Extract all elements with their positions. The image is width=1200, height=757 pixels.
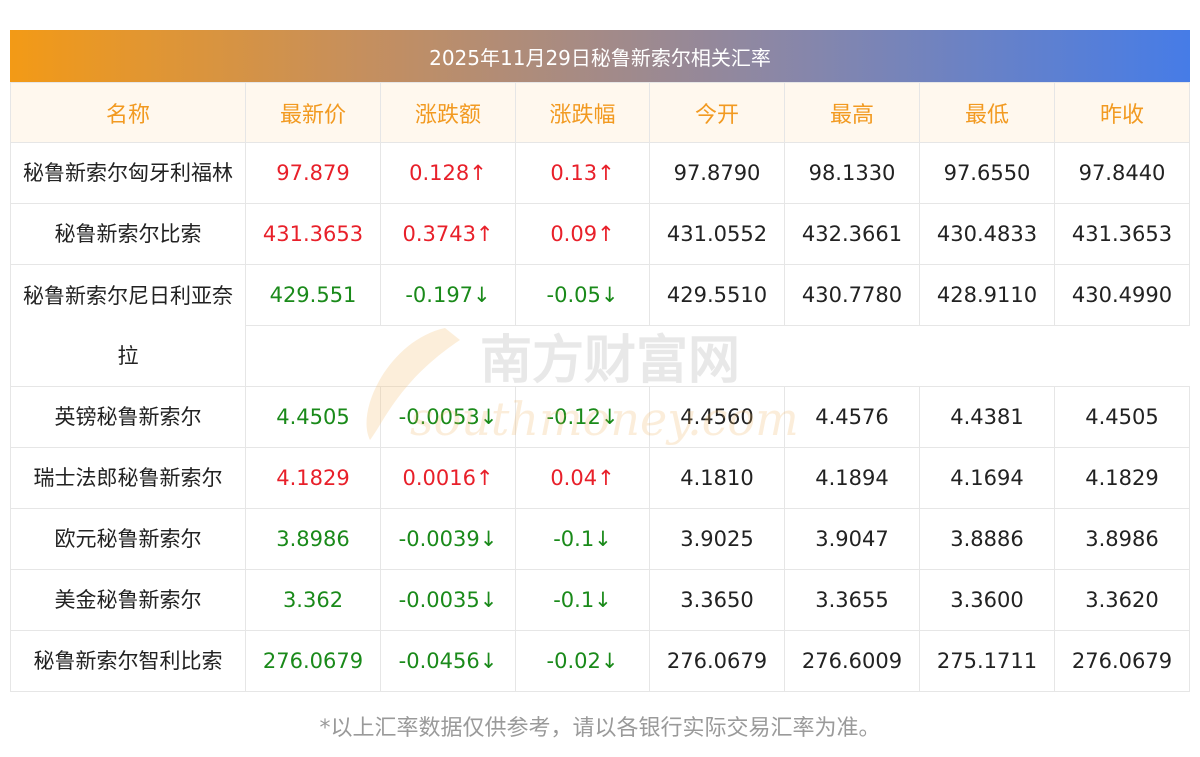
row-low: 3.8886 [919, 508, 1055, 570]
row-open: 431.0552 [649, 203, 785, 265]
footnote: *以上汇率数据仅供参考，请以各银行实际交易汇率为准。 [319, 716, 881, 741]
table-row: 秘鲁新索尔智利比索 276.0679 -0.0456↓ -0.02↓ 276.0… [10, 630, 1190, 692]
row-high: 276.6009 [784, 630, 920, 692]
table-row: 秘鲁新索尔比索 431.3653 0.3743↑ 0.09↑ 431.0552 … [10, 203, 1190, 265]
table-title: 2025年11月29日秘鲁新索尔相关汇率 [10, 30, 1190, 82]
row-open: 3.9025 [649, 508, 785, 570]
table-row-continuation [11, 325, 1190, 387]
table-row: 瑞士法郎秘鲁新索尔 4.1829 0.0016↑ 0.04↑ 4.1810 4.… [10, 447, 1190, 509]
row-latest: 4.1829 [245, 447, 381, 509]
row-low: 428.9110 [919, 264, 1055, 326]
row-change-pct: 0.04↑ [515, 447, 650, 509]
row-name: 美金秘鲁新索尔 [10, 569, 246, 631]
row-open: 429.5510 [649, 264, 785, 326]
row-change-pct: -0.1↓ [515, 508, 650, 570]
header-low: 最低 [919, 82, 1055, 143]
row-high: 430.7780 [784, 264, 920, 326]
row-name: 英镑秘鲁新索尔 [10, 386, 246, 448]
row-change-pct: -0.05↓ [515, 264, 650, 326]
row-low: 3.3600 [919, 569, 1055, 631]
row-name: 欧元秘鲁新索尔 [10, 508, 246, 570]
row-prev-close: 3.3620 [1054, 569, 1190, 631]
row-prev-close: 4.4505 [1054, 386, 1190, 448]
row-high: 4.4576 [784, 386, 920, 448]
row-open: 276.0679 [649, 630, 785, 692]
row-latest: 97.879 [245, 142, 381, 204]
row-name: 秘鲁新索尔尼日利亚奈拉 [10, 264, 246, 387]
row-high: 3.3655 [784, 569, 920, 631]
table-row: 欧元秘鲁新索尔 3.8986 -0.0039↓ -0.1↓ 3.9025 3.9… [10, 508, 1190, 570]
row-latest: 3.362 [245, 569, 381, 631]
table-row: 英镑秘鲁新索尔 4.4505 -0.0053↓ -0.12↓ 4.4560 4.… [10, 386, 1190, 448]
table-row: 秘鲁新索尔尼日利亚奈拉 429.551 -0.197↓ -0.05↓ 429.5… [10, 264, 1190, 387]
row-low: 97.6550 [919, 142, 1055, 204]
row-name: 秘鲁新索尔比索 [10, 203, 246, 265]
header-change-pct: 涨跌幅 [515, 82, 650, 143]
row-latest: 4.4505 [245, 386, 381, 448]
row-change-pct: -0.12↓ [515, 386, 650, 448]
exchange-rate-table: 名称 最新价 涨跌额 涨跌幅 今开 最高 最低 昨收 秘鲁新索尔匈牙利福林 97… [10, 82, 1190, 692]
row-continuation-blank [245, 325, 1190, 387]
row-change: -0.0035↓ [380, 569, 516, 631]
header-open: 今开 [649, 82, 785, 143]
row-low: 4.1694 [919, 447, 1055, 509]
row-change: 0.3743↑ [380, 203, 516, 265]
row-change-pct: 0.09↑ [515, 203, 650, 265]
row-high: 4.1894 [784, 447, 920, 509]
header-latest: 最新价 [245, 82, 381, 143]
table-header-row: 名称 最新价 涨跌额 涨跌幅 今开 最高 最低 昨收 [10, 82, 1190, 143]
row-prev-close: 431.3653 [1054, 203, 1190, 265]
row-low: 4.4381 [919, 386, 1055, 448]
header-name: 名称 [10, 82, 246, 143]
row-low: 430.4833 [919, 203, 1055, 265]
row-prev-close: 430.4990 [1054, 264, 1190, 326]
row-prev-close: 97.8440 [1054, 142, 1190, 204]
header-change: 涨跌额 [380, 82, 516, 143]
row-change: -0.0039↓ [380, 508, 516, 570]
row-latest: 3.8986 [245, 508, 381, 570]
row-open: 4.1810 [649, 447, 785, 509]
table-row: 美金秘鲁新索尔 3.362 -0.0035↓ -0.1↓ 3.3650 3.36… [10, 569, 1190, 631]
row-latest: 431.3653 [245, 203, 381, 265]
row-low: 275.1711 [919, 630, 1055, 692]
row-change-pct: -0.1↓ [515, 569, 650, 631]
row-change: 0.0016↑ [380, 447, 516, 509]
row-prev-close: 3.8986 [1054, 508, 1190, 570]
row-name: 秘鲁新索尔智利比索 [10, 630, 246, 692]
row-name: 瑞士法郎秘鲁新索尔 [10, 447, 246, 509]
header-high: 最高 [784, 82, 920, 143]
row-open: 4.4560 [649, 386, 785, 448]
row-open: 97.8790 [649, 142, 785, 204]
row-open: 3.3650 [649, 569, 785, 631]
header-prev-close: 昨收 [1054, 82, 1190, 143]
row-change-pct: -0.02↓ [515, 630, 650, 692]
row-change: -0.197↓ [380, 264, 516, 326]
row-change: -0.0456↓ [380, 630, 516, 692]
row-change-pct: 0.13↑ [515, 142, 650, 204]
row-prev-close: 4.1829 [1054, 447, 1190, 509]
row-name: 秘鲁新索尔匈牙利福林 [10, 142, 246, 204]
row-high: 98.1330 [784, 142, 920, 204]
row-latest: 429.551 [245, 264, 381, 326]
row-prev-close: 276.0679 [1054, 630, 1190, 692]
row-high: 432.3661 [784, 203, 920, 265]
row-change: 0.128↑ [380, 142, 516, 204]
row-high: 3.9047 [784, 508, 920, 570]
table-row: 秘鲁新索尔匈牙利福林 97.879 0.128↑ 0.13↑ 97.8790 9… [10, 142, 1190, 204]
row-change: -0.0053↓ [380, 386, 516, 448]
row-latest: 276.0679 [245, 630, 381, 692]
